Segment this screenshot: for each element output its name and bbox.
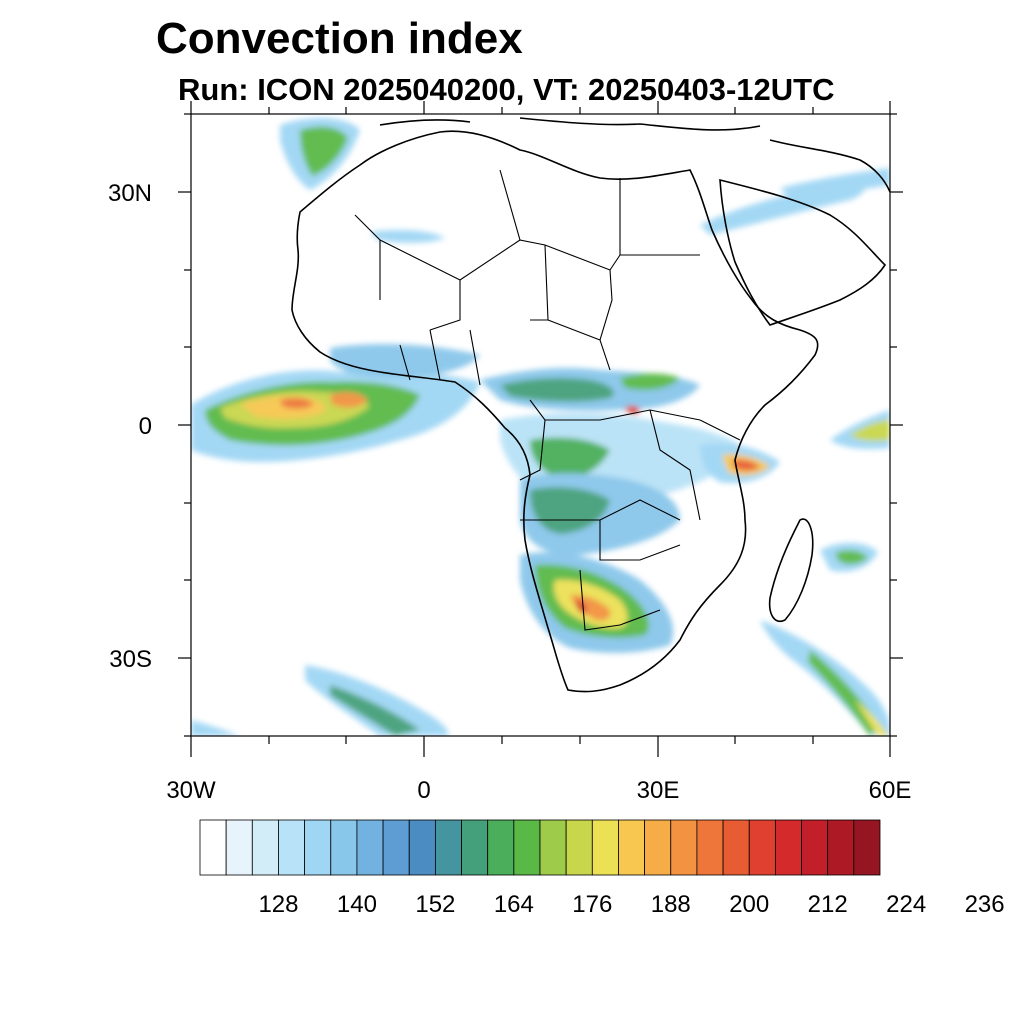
colorbar-swatch bbox=[644, 819, 672, 876]
colorbar-tick-label: 200 bbox=[729, 891, 769, 918]
colorbar-swatch bbox=[827, 819, 855, 876]
lat-label-30s: 30S bbox=[109, 646, 152, 673]
colorbar-swatch bbox=[434, 819, 462, 876]
colorbar-swatch bbox=[304, 819, 332, 876]
colorbar-tick-label: 176 bbox=[572, 891, 612, 918]
colorbar-swatch bbox=[225, 819, 253, 876]
colorbar-tick-label: 212 bbox=[808, 891, 848, 918]
colorbar-tick-label: 152 bbox=[415, 891, 455, 918]
colorbar-swatch bbox=[330, 819, 358, 876]
lon-label-30e: 30E bbox=[637, 777, 680, 804]
colorbar-swatch bbox=[461, 819, 489, 876]
colorbar-swatch bbox=[722, 819, 750, 876]
colorbar-swatch bbox=[670, 819, 698, 876]
lat-label-30n: 30N bbox=[108, 180, 152, 207]
colorbar-tick-label: 188 bbox=[651, 891, 691, 918]
country-borders bbox=[354, 169, 741, 631]
colorbar-swatch bbox=[591, 819, 619, 876]
lon-ticks bbox=[190, 101, 891, 757]
colorbar-tick-label: 164 bbox=[494, 891, 534, 918]
lat-label-0: 0 bbox=[139, 413, 152, 440]
colorbar-tick-label: 236 bbox=[965, 891, 1005, 918]
colorbar-swatch bbox=[408, 819, 436, 876]
colorbar-swatch bbox=[539, 819, 567, 876]
colorbar-tick-label: 224 bbox=[886, 891, 926, 918]
colorbar-swatch bbox=[748, 819, 776, 876]
colorbar-swatch bbox=[801, 819, 829, 876]
colorbar-swatch bbox=[513, 819, 541, 876]
colorbar-swatch bbox=[618, 819, 646, 876]
colorbar-swatch bbox=[565, 819, 593, 876]
colorbar-swatch bbox=[774, 819, 802, 876]
colorbar-tick-label: 140 bbox=[337, 891, 377, 918]
colorbar bbox=[199, 819, 881, 876]
run-subtitle: Run: ICON 2025040200, VT: 20250403-12UTC bbox=[178, 72, 835, 107]
colorbar-swatch bbox=[251, 819, 279, 876]
page-title: Convection index bbox=[156, 14, 523, 63]
lon-label-30w: 30W bbox=[166, 777, 216, 804]
colorbar-swatch bbox=[696, 819, 724, 876]
colorbar-tick-label: 128 bbox=[258, 891, 298, 918]
colorbar-swatch bbox=[356, 819, 384, 876]
colorbar-swatch bbox=[487, 819, 515, 876]
colorbar-swatch bbox=[853, 819, 881, 876]
colorbar-tick-labels: 128 140 152 164 176 188 200 212 224 236 bbox=[258, 891, 1004, 918]
lon-label-60e: 60E bbox=[869, 777, 912, 804]
colorbar-swatch bbox=[199, 819, 227, 876]
lon-label-0: 0 bbox=[417, 777, 430, 804]
coastlines bbox=[291, 117, 890, 693]
convection-field bbox=[191, 118, 890, 736]
colorbar-swatch bbox=[278, 819, 306, 876]
colorbar-swatch bbox=[382, 819, 410, 876]
lat-ticks bbox=[178, 113, 903, 737]
